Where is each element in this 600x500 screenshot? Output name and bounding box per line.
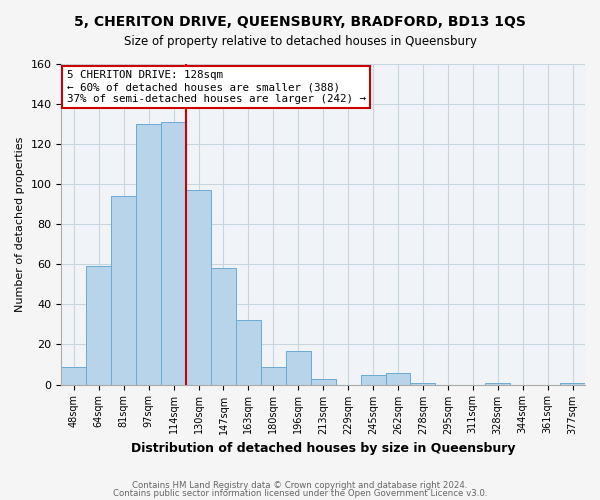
Bar [86,266,111,384]
Bar [361,374,386,384]
Bar [410,382,436,384]
Bar [386,372,410,384]
Bar [161,122,186,384]
Bar [61,366,86,384]
Bar [560,382,585,384]
Text: 5 CHERITON DRIVE: 128sqm
← 60% of detached houses are smaller (388)
37% of semi-: 5 CHERITON DRIVE: 128sqm ← 60% of detach… [67,70,365,104]
Bar [186,190,211,384]
Bar [111,196,136,384]
Bar [136,124,161,384]
Bar [485,382,510,384]
Bar [211,268,236,384]
X-axis label: Distribution of detached houses by size in Queensbury: Distribution of detached houses by size … [131,442,515,455]
Bar [236,320,261,384]
Y-axis label: Number of detached properties: Number of detached properties [15,136,25,312]
Text: 5, CHERITON DRIVE, QUEENSBURY, BRADFORD, BD13 1QS: 5, CHERITON DRIVE, QUEENSBURY, BRADFORD,… [74,15,526,29]
Bar [311,378,335,384]
Text: Contains HM Land Registry data © Crown copyright and database right 2024.: Contains HM Land Registry data © Crown c… [132,480,468,490]
Bar [286,350,311,384]
Text: Contains public sector information licensed under the Open Government Licence v3: Contains public sector information licen… [113,489,487,498]
Text: Size of property relative to detached houses in Queensbury: Size of property relative to detached ho… [124,35,476,48]
Bar [261,366,286,384]
